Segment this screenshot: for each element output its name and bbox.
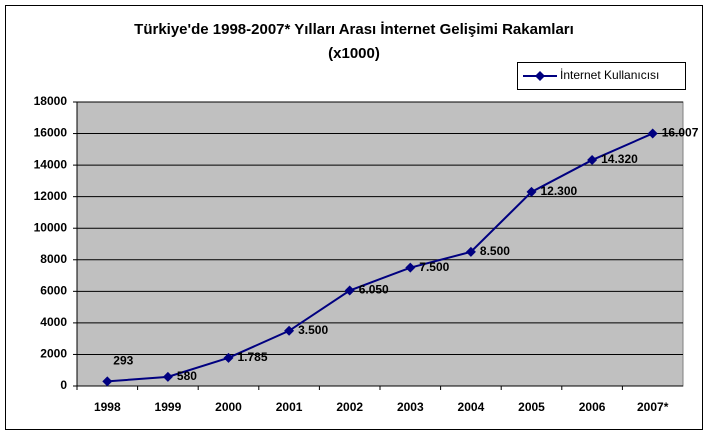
data-label: 14.320 bbox=[601, 152, 638, 166]
data-label: 16.007 bbox=[662, 126, 699, 140]
y-tick-label: 10000 bbox=[34, 220, 68, 234]
data-label: 3.500 bbox=[298, 323, 328, 337]
y-tick-label: 2000 bbox=[40, 347, 67, 361]
data-label: 580 bbox=[177, 369, 197, 383]
y-tick-label: 16000 bbox=[34, 126, 68, 140]
x-tick-label: 2003 bbox=[397, 400, 424, 414]
legend-marker bbox=[535, 71, 545, 81]
line bbox=[107, 132, 654, 383]
legend-label: İnternet Kullanıcısı bbox=[560, 68, 659, 82]
data-label: 6.050 bbox=[359, 283, 389, 297]
data-label: 12.300 bbox=[541, 184, 578, 198]
chart-subtitle: (x1000) bbox=[328, 45, 380, 62]
y-tick-label: 0 bbox=[60, 378, 67, 392]
x-tick-label: 2000 bbox=[215, 400, 242, 414]
marker bbox=[405, 262, 416, 273]
plot-area bbox=[76, 101, 684, 387]
x-tick-label: 2007* bbox=[637, 400, 669, 414]
y-tick-label: 18000 bbox=[34, 94, 68, 108]
y-tick-label: 12000 bbox=[34, 189, 68, 203]
y-tick-label: 14000 bbox=[34, 157, 68, 171]
marker bbox=[344, 285, 355, 296]
data-label: 8.500 bbox=[480, 244, 510, 258]
data-label: 1.785 bbox=[238, 350, 268, 364]
y-tick-label: 8000 bbox=[40, 252, 67, 266]
y-tick-label: 6000 bbox=[40, 284, 67, 298]
marker bbox=[102, 376, 113, 387]
x-tick-label: 2001 bbox=[276, 400, 303, 414]
marker bbox=[465, 246, 476, 257]
marker bbox=[284, 325, 295, 336]
marker bbox=[647, 128, 658, 139]
x-tick-label: 2006 bbox=[579, 400, 606, 414]
x-tick-label: 1999 bbox=[155, 400, 182, 414]
x-tick-label: 1998 bbox=[94, 400, 121, 414]
data-label: 7.500 bbox=[419, 260, 449, 274]
marker bbox=[526, 186, 537, 197]
marker bbox=[162, 371, 173, 382]
x-tick-label: 2004 bbox=[458, 400, 485, 414]
data-label: 293 bbox=[113, 354, 133, 368]
marker bbox=[223, 352, 234, 363]
x-tick-label: 2005 bbox=[518, 400, 545, 414]
y-tick-label: 4000 bbox=[40, 315, 67, 329]
chart-title: Türkiye'de 1998-2007* Yılları Arası İnte… bbox=[134, 21, 574, 38]
marker bbox=[587, 155, 598, 166]
x-tick-label: 2002 bbox=[336, 400, 363, 414]
